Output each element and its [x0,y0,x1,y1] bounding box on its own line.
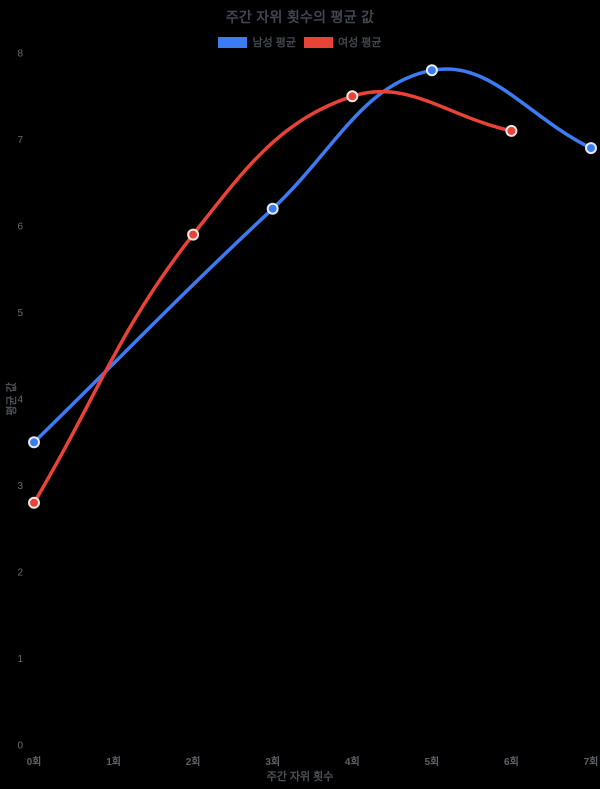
x-tick-label: 1회 [106,755,121,768]
data-point-series-1-1[interactable] [187,228,200,241]
legend-item-male-average[interactable]: 남성 평균 [218,34,296,50]
data-point-series-0-2[interactable] [425,64,438,77]
data-point-series-0-0[interactable] [28,436,40,449]
x-tick-label: 4회 [345,755,360,768]
legend-swatch-male [218,36,248,48]
x-tick-label: 0회 [27,755,42,768]
y-tick-label: 1 [17,654,23,665]
x-tick-label: 2회 [186,755,201,768]
y-tick-label: 3 [17,481,23,492]
data-point-series-0-1[interactable] [266,202,279,215]
y-tick-label: 4 [17,395,23,406]
y-tick-label: 7 [17,135,23,146]
legend: 남성 평균 여성 평균 [0,34,600,50]
data-point-series-1-2[interactable] [346,90,359,103]
y-tick-label: 8 [17,49,23,60]
chart-title: 주간 자위 횟수의 평균 값 [225,9,375,25]
y-axis-title: 평균 값 [6,382,18,416]
y-tick-label: 2 [17,568,23,579]
x-tick-label: 7회 [584,755,599,768]
legend-label-female: 여성 평균 [338,37,382,49]
data-point-series-1-3[interactable] [505,124,518,137]
x-tick-label: 3회 [265,755,280,768]
line-series-1 [32,89,514,505]
x-tick-label: 5회 [424,755,439,768]
y-tick-label: 6 [17,222,23,233]
y-tick-label: 0 [17,741,23,752]
legend-swatch-female [304,36,333,48]
legend-item-female-average[interactable]: 여성 평균 [304,34,382,50]
x-axis-title: 주간 자위 횟수 [266,771,334,783]
line-series-0 [32,67,593,445]
x-tick-label: 6회 [504,755,519,768]
data-point-series-1-0[interactable] [28,496,40,509]
y-tick-label: 5 [17,308,23,319]
legend-label-male: 남성 평균 [252,37,296,49]
data-point-series-0-3[interactable] [585,142,597,155]
